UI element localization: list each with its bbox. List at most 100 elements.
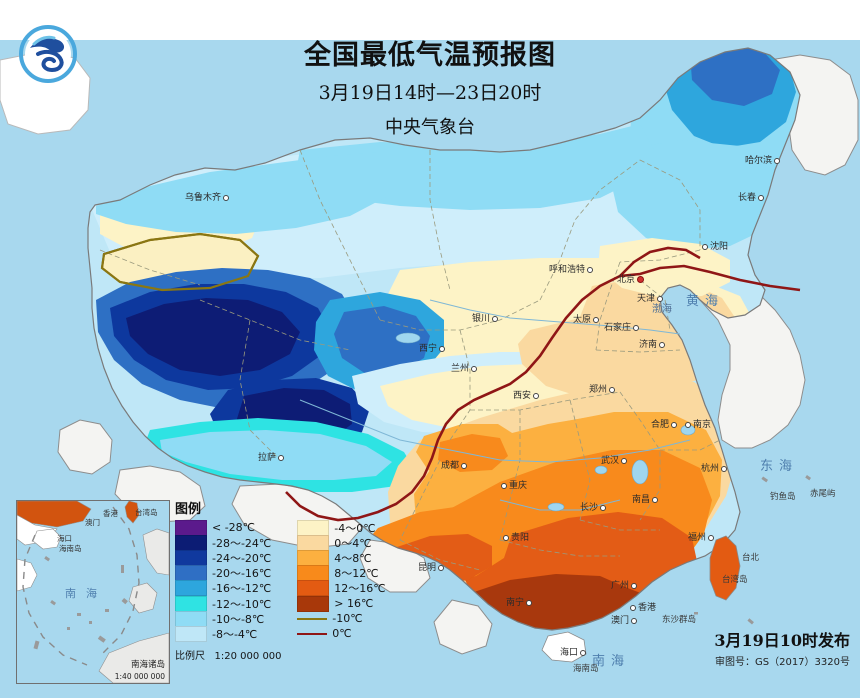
legend-swatch-row: -4～0℃ [297, 519, 385, 536]
temperature-bands [88, 48, 800, 630]
city-name: 银川 [472, 314, 491, 324]
china-border [87, 47, 801, 631]
legend-swatch-row: -20～-16℃ [175, 565, 272, 582]
legend-contour-line [297, 617, 328, 620]
city-label: 杭州 [701, 461, 729, 474]
city-marker-icon [659, 341, 666, 348]
city-name: 武汉 [601, 456, 620, 466]
city-name: 广州 [611, 581, 630, 591]
legend-label: 12～16℃ [334, 582, 386, 596]
city-name: 澳门 [611, 616, 630, 626]
city-name: 成都 [441, 461, 460, 471]
top-white-band [0, 0, 860, 40]
city-label: 贵阳 [501, 530, 529, 543]
south-china-sea-inset-map: 南海 南海诸岛 1:40 000 000 香港 台湾岛 澳门 海口 海南岛 [16, 500, 170, 684]
scale-label: 比例尺 [175, 650, 205, 662]
legend-swatch-row: -28～-24℃ [175, 534, 272, 551]
city-marker-icon [609, 386, 616, 393]
small-islets [694, 475, 812, 625]
city-name: 拉萨 [258, 453, 277, 463]
city-name: 福州 [688, 533, 707, 543]
city-label: 长春 [738, 190, 766, 203]
legend-label: -8～-4℃ [212, 627, 258, 641]
forecast-period: 3月19日14时—23日20时 [318, 82, 542, 105]
city-marker-icon [580, 649, 587, 656]
legend-title: 图例 [175, 502, 202, 517]
city-marker-icon [631, 582, 638, 589]
legend-swatch [297, 595, 330, 612]
city-label: 合肥 [651, 417, 679, 430]
city-name: 北京 [617, 275, 636, 285]
island-label: 海南岛 [573, 664, 599, 674]
lakes [395, 332, 696, 512]
city-marker-icon [630, 604, 636, 611]
issuing-organization: 中央气象台 [385, 117, 475, 139]
city-name: 杭州 [701, 464, 720, 474]
city-marker-icon [633, 324, 640, 331]
legend-label: -16～-12℃ [212, 582, 272, 596]
sea-label: 黄海 [686, 294, 725, 309]
taiwan-island [709, 535, 741, 601]
city-name: 昆明 [418, 563, 437, 573]
legend-label: -20～-16℃ [212, 567, 272, 581]
legend-swatch-row: 4～8℃ [297, 549, 385, 566]
city-name: 合肥 [651, 420, 670, 430]
city-label: 南宁 [506, 595, 534, 608]
legend-swatch [175, 565, 207, 582]
inset-scale: 1:40 000 000 [114, 672, 165, 681]
city-marker-icon [439, 345, 446, 352]
legend-panel: 图例 < -28℃ -28～-24℃ -24～-20℃ -20～-16℃ -16～-12… [175, 498, 386, 662]
city-marker-icon [593, 316, 600, 323]
contour-minus10 [100, 232, 260, 292]
contour-zero [285, 246, 801, 522]
city-name: 天津 [637, 294, 656, 304]
city-marker-icon [671, 421, 678, 428]
city-marker-icon [503, 534, 509, 541]
legend-label: -28～-24℃ [212, 536, 272, 550]
legend-label: > 16℃ [334, 597, 374, 611]
legend-label: -4～0℃ [334, 521, 376, 535]
city-label: 成都 [441, 458, 469, 471]
city-name: 贵阳 [511, 533, 530, 543]
city-label: 长沙 [580, 500, 608, 513]
city-name: 乌鲁木齐 [185, 193, 222, 203]
city-label: 哈尔滨 [745, 153, 782, 166]
city-name: 长沙 [580, 503, 599, 513]
legend-swatch [297, 534, 330, 551]
island-label: 赤尾屿 [810, 489, 836, 499]
legend-label: -10～-8℃ [212, 612, 265, 626]
island-label: 钓鱼岛 [770, 492, 796, 502]
city-label: 济南 [639, 337, 667, 350]
city-label: 海口 [560, 645, 588, 658]
city-label: 昆明 [418, 560, 446, 573]
city-label: 福州 [688, 530, 716, 543]
city-marker-icon [492, 315, 499, 322]
city-label: 太原 [573, 312, 601, 325]
city-marker-icon [223, 194, 230, 201]
legend-contour-row: -10℃ [297, 611, 385, 626]
sea-label: 东海 [760, 459, 799, 474]
city-name: 重庆 [509, 481, 528, 491]
city-name: 南京 [693, 420, 712, 430]
city-name: 西安 [513, 391, 532, 401]
inset-place-label: 澳门 [85, 518, 100, 527]
city-label: 南昌 [632, 492, 660, 505]
city-marker-icon [758, 194, 765, 201]
city-label: 乌鲁木齐 [185, 190, 231, 203]
inset-sea-label: 南海 [65, 587, 107, 600]
city-label: 西宁 [419, 341, 447, 354]
legend-swatch [297, 565, 330, 582]
scale-value: 1:20 000 000 [214, 650, 282, 662]
city-marker-icon [657, 295, 664, 302]
city-label: 南京 [683, 417, 711, 430]
legend-swatch [175, 610, 207, 627]
city-marker-icon [637, 276, 645, 283]
legend-swatch-row: -16～-12℃ [175, 580, 272, 597]
city-marker-icon [652, 496, 659, 503]
city-marker-icon [621, 457, 628, 464]
legend-label: -10℃ [332, 612, 363, 626]
legend-contour-row: 0℃ [297, 626, 385, 641]
geographic-label: 渤海 [652, 304, 672, 315]
city-marker-icon [461, 462, 468, 469]
